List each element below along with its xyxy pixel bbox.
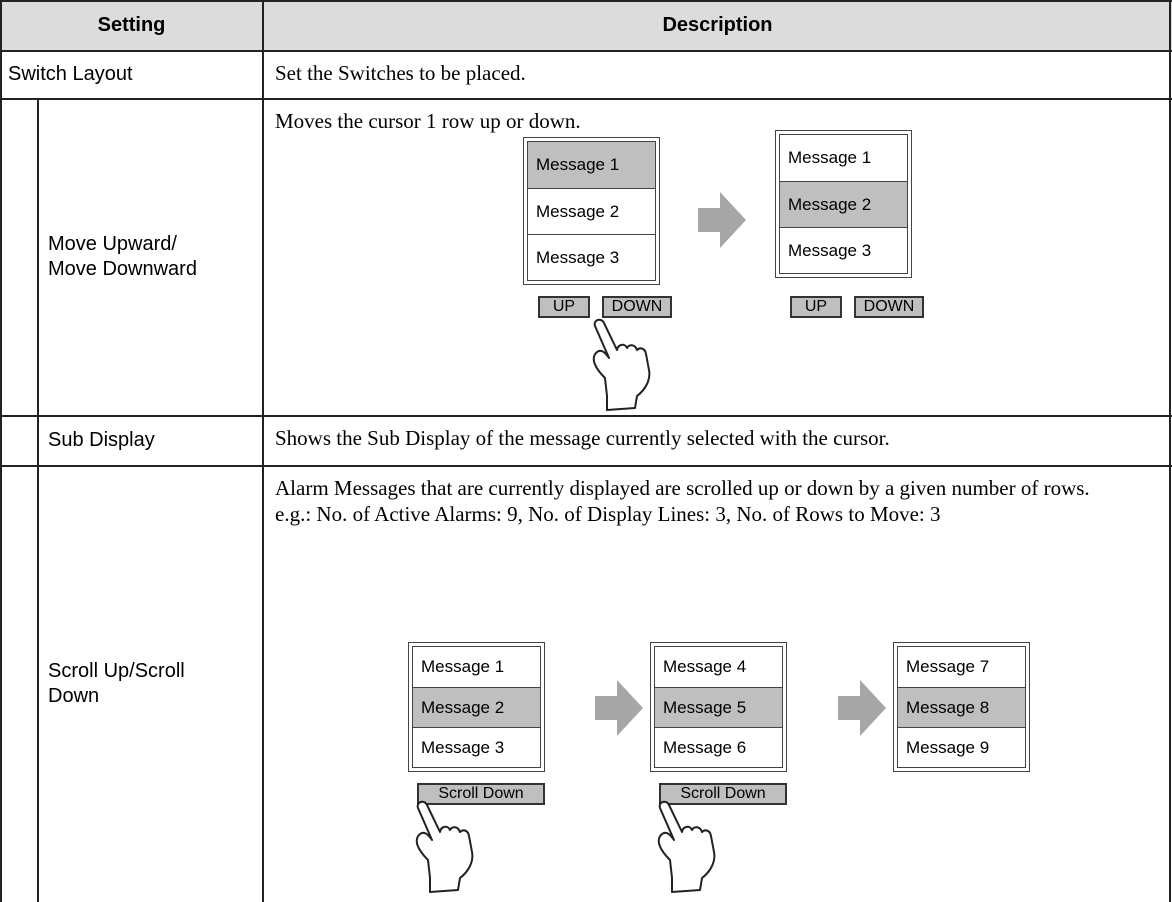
message-row: Message 3 xyxy=(780,227,907,273)
message-row: Message 1 xyxy=(413,647,540,687)
arrow-shape xyxy=(698,192,746,248)
row-border xyxy=(0,415,1172,417)
arrow-shape xyxy=(595,680,643,736)
message-row: Message 6 xyxy=(655,727,782,767)
description-text: Alarm Messages that are currently displa… xyxy=(275,476,1090,500)
table-border xyxy=(1169,0,1171,902)
setting-text: Down xyxy=(48,684,100,707)
message-row: Message 3 xyxy=(528,234,655,280)
message-list: Message 1 Message 2 Message 3 xyxy=(412,646,541,768)
message-row: Message 2 xyxy=(780,181,907,227)
message-row: Message 1 xyxy=(528,142,655,188)
setting-cell: Scroll Up/Scroll Down xyxy=(48,465,259,902)
description-cell: Set the Switches to be placed. xyxy=(265,50,1170,98)
hand-icon xyxy=(657,800,716,893)
hand-outline xyxy=(415,800,474,893)
message-list: Message 7 Message 8 Message 9 xyxy=(897,646,1026,768)
message-row: Message 1 xyxy=(780,135,907,181)
message-panel: Message 1 Message 2 Message 3 xyxy=(523,137,660,285)
row-border xyxy=(0,0,1172,2)
switch-button: DOWN xyxy=(854,296,924,318)
switch-button: DOWN xyxy=(602,296,672,318)
hand-icon xyxy=(415,800,474,893)
switch-button: UP xyxy=(538,296,590,318)
setting-text: Switch Layout xyxy=(8,62,133,85)
message-list: Message 4 Message 5 Message 6 xyxy=(654,646,783,768)
message-panel: Message 7 Message 8 Message 9 xyxy=(893,642,1030,772)
switch-button: Scroll Down xyxy=(417,783,545,805)
description-text: Moves the cursor 1 row up or down. xyxy=(275,109,581,133)
indent-border xyxy=(37,98,39,902)
description-text: Shows the Sub Display of the message cur… xyxy=(275,426,890,450)
message-panel: Message 1 Message 2 Message 3 xyxy=(408,642,545,772)
description-text: e.g.: No. of Active Alarms: 9, No. of Di… xyxy=(275,502,941,526)
header-description: Description xyxy=(263,0,1172,50)
description-cell: Shows the Sub Display of the message cur… xyxy=(265,415,1170,465)
message-row: Message 9 xyxy=(898,727,1025,767)
setting-cell: Sub Display xyxy=(48,415,259,465)
message-row: Message 3 xyxy=(413,727,540,767)
message-row: Message 8 xyxy=(898,687,1025,727)
setting-cell: Move Upward/Move Downward xyxy=(48,98,259,415)
setting-text: Sub Display xyxy=(48,428,155,451)
message-row: Message 5 xyxy=(655,687,782,727)
hand-outline xyxy=(657,800,716,893)
switch-button: UP xyxy=(790,296,842,318)
setting-text: Move Downward xyxy=(48,257,197,280)
message-panel: Message 4 Message 5 Message 6 xyxy=(650,642,787,772)
message-row: Message 7 xyxy=(898,647,1025,687)
row-border xyxy=(0,50,1172,52)
hand-icon xyxy=(592,318,651,411)
description-text: Set the Switches to be placed. xyxy=(275,61,526,85)
switch-button: Scroll Down xyxy=(659,783,787,805)
description-cell: Alarm Messages that are currently displa… xyxy=(265,465,1170,902)
setting-text: Move Upward/ xyxy=(48,232,177,255)
message-list: Message 1 Message 2 Message 3 xyxy=(527,141,656,281)
row-border xyxy=(0,465,1172,467)
arrow xyxy=(595,680,643,736)
hand-outline xyxy=(592,318,651,411)
arrow-shape xyxy=(838,680,886,736)
message-list: Message 1 Message 2 Message 3 xyxy=(779,134,908,274)
message-row: Message 2 xyxy=(528,188,655,234)
description-cell: Moves the cursor 1 row up or down. xyxy=(265,98,1170,415)
arrow xyxy=(698,192,746,248)
row-border xyxy=(0,98,1172,100)
header-setting: Setting xyxy=(0,0,263,50)
arrow xyxy=(838,680,886,736)
setting-text: Scroll Up/Scroll xyxy=(48,659,185,682)
table-border xyxy=(0,0,2,902)
message-row: Message 4 xyxy=(655,647,782,687)
message-panel: Message 1 Message 2 Message 3 xyxy=(775,130,912,278)
setting-cell: Switch Layout xyxy=(8,50,259,98)
message-row: Message 2 xyxy=(413,687,540,727)
table-border xyxy=(262,0,264,902)
